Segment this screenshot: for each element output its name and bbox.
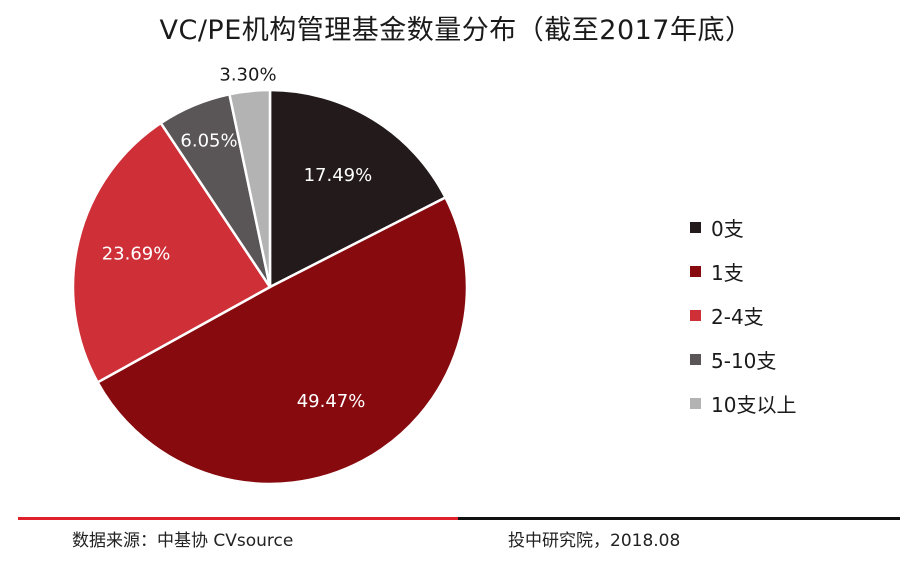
- legend: 0支 1支 2-4支 5-10支 10支以上: [690, 205, 890, 425]
- legend-swatch-4: [690, 353, 701, 365]
- pie-slice-2: [96, 196, 469, 486]
- footer-divider-black: [458, 517, 900, 520]
- pie-slice-3: [71, 121, 272, 384]
- legend-item-4: 5-10支: [690, 337, 890, 381]
- pie-label-2: 49.47%: [297, 391, 366, 412]
- pie-slice-1: [268, 88, 447, 289]
- legend-label-1: 0支: [711, 216, 744, 241]
- pie-labels: 17.49% 49.47% 23.69% 6.05% 3.30%: [102, 64, 373, 411]
- pie-label-4: 6.05%: [180, 131, 237, 152]
- pie-label-5: 3.30%: [219, 64, 276, 85]
- pie-slices: [71, 88, 469, 486]
- legend-label-2: 1支: [711, 260, 744, 285]
- legend-swatch-2: [690, 265, 701, 277]
- legend-item-2: 1支: [690, 249, 890, 293]
- pie-slice-5: [228, 88, 272, 289]
- legend-swatch-3: [690, 309, 701, 321]
- chart-title: VC/PE机构管理基金数量分布（截至2017年底）: [159, 15, 753, 46]
- legend-label-5: 10支以上: [711, 392, 797, 417]
- pie-label-1: 17.49%: [304, 165, 373, 186]
- legend-swatch-1: [690, 221, 701, 233]
- legend-label-4: 5-10支: [711, 348, 777, 373]
- credit-line: 投中研究院，2018.08: [508, 531, 681, 551]
- legend-label-3: 2-4支: [711, 304, 764, 329]
- pie-label-3: 23.69%: [102, 243, 171, 264]
- data-source: 数据来源：中基协 CVsource: [72, 531, 294, 551]
- legend-item-5: 10支以上: [690, 381, 890, 425]
- legend-item-1: 0支: [690, 205, 890, 249]
- footer-divider-red: [18, 517, 458, 520]
- legend-item-3: 2-4支: [690, 293, 890, 337]
- legend-swatch-5: [690, 397, 701, 409]
